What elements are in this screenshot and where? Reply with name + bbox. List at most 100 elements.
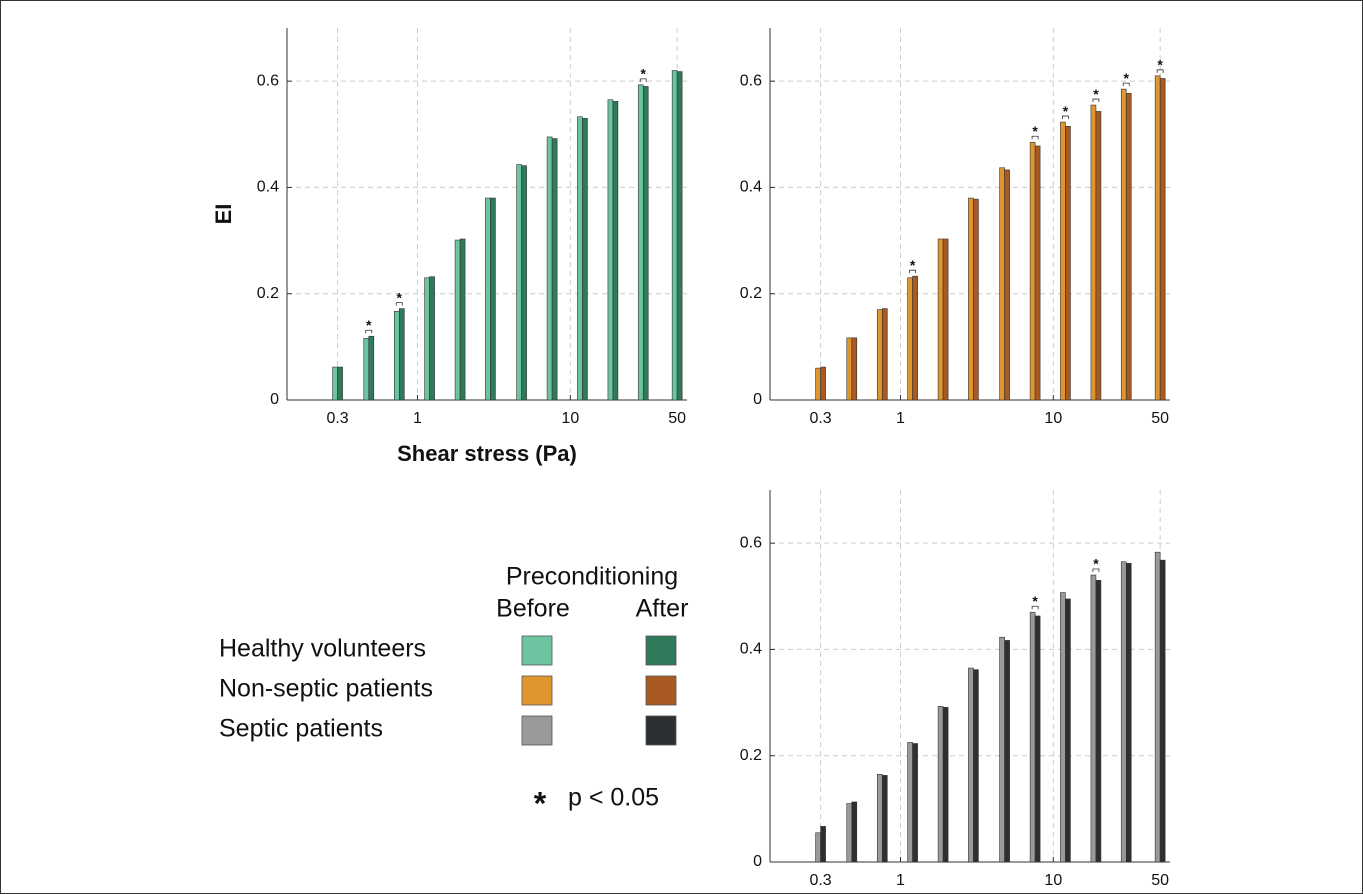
significance-bracket: [1031, 605, 1039, 610]
bar: [1004, 169, 1010, 401]
legend-swatch: [521, 675, 553, 706]
bar: [846, 803, 853, 863]
significance-marker: *: [1093, 86, 1099, 102]
bar: [1125, 93, 1132, 401]
bar: [363, 338, 370, 401]
bar: [968, 667, 974, 863]
bar: [398, 308, 405, 401]
significance-bracket: [1122, 82, 1130, 87]
bar: [968, 197, 974, 401]
bar: [1004, 640, 1010, 863]
bar: [942, 707, 949, 863]
significance-marker: *: [1063, 103, 1069, 119]
bar: [577, 116, 583, 401]
bar: [454, 239, 461, 401]
significance-marker: *: [1157, 57, 1163, 73]
bar: [459, 238, 466, 401]
bar: [942, 238, 949, 401]
bar: [607, 99, 614, 401]
bar: [881, 308, 888, 401]
y-tick-label: 0: [753, 853, 762, 870]
y-tick-label: 0.2: [740, 747, 762, 764]
bar: [1090, 574, 1097, 863]
bar: [485, 197, 491, 401]
bar: [1125, 563, 1132, 863]
bar: [820, 366, 826, 401]
bar: [516, 164, 522, 401]
bar: [973, 669, 979, 863]
y-tick-label: 0.2: [740, 285, 762, 302]
bar: [1065, 598, 1071, 863]
bar: [846, 337, 853, 401]
bar: [642, 86, 649, 401]
x-tick-label: 50: [1151, 872, 1169, 889]
bar: [671, 70, 678, 401]
bar: [582, 118, 588, 401]
bar: [999, 167, 1005, 401]
bar: [1090, 104, 1097, 401]
y-tick-label: 0: [270, 391, 279, 408]
bar: [1095, 580, 1102, 863]
y-tick-label: 0.4: [257, 179, 279, 196]
bar: [881, 775, 888, 863]
bar: [1060, 121, 1066, 401]
significance-marker: *: [397, 289, 403, 305]
x-tick-label: 50: [1151, 410, 1169, 427]
x-tick-label: 10: [561, 410, 579, 427]
y-tick-label: 0.4: [740, 179, 762, 196]
bar: [612, 101, 619, 401]
significance-marker: *: [366, 317, 372, 333]
bar: [1029, 141, 1036, 401]
bar: [937, 238, 944, 401]
x-tick-label: 50: [668, 410, 686, 427]
y-tick-label: 0.6: [740, 534, 762, 551]
significance-bracket: [1031, 135, 1039, 140]
bar: [332, 366, 338, 401]
significance-marker: *: [1032, 593, 1038, 609]
bar: [676, 71, 683, 401]
legend-column: Before: [496, 595, 570, 623]
bar: [1034, 615, 1041, 863]
legend-title: Preconditioning: [506, 563, 678, 591]
bar: [1095, 111, 1102, 401]
bar: [1120, 88, 1127, 401]
legend-swatch: [521, 635, 553, 666]
legend-swatch: [645, 715, 677, 746]
bar: [551, 138, 558, 401]
bar: [815, 367, 821, 401]
significance-marker: *: [1124, 70, 1130, 86]
significance-marker: *: [1093, 556, 1099, 572]
x-tick-label: 0.3: [326, 410, 348, 427]
x-tick-label: 0.3: [809, 872, 831, 889]
bar: [1060, 592, 1066, 863]
legend-swatch: [645, 675, 677, 706]
bar: [424, 277, 430, 401]
bar: [490, 197, 496, 401]
x-tick-label: 0.3: [809, 410, 831, 427]
bar: [876, 309, 883, 401]
x-tick-label: 10: [1044, 410, 1062, 427]
y-axis-label: EI: [211, 204, 236, 225]
significance-bracket: [639, 78, 647, 82]
y-tick-label: 0.2: [257, 285, 279, 302]
legend-marker: *: [534, 785, 547, 821]
legend-column: After: [636, 595, 689, 623]
bar: [521, 165, 527, 401]
x-tick-label: 1: [896, 410, 905, 427]
significance-bracket: [395, 302, 403, 306]
y-tick-label: 0.6: [740, 72, 762, 89]
legend-label: Non-septic patients: [219, 675, 433, 703]
significance-bracket: [365, 329, 373, 334]
x-tick-label: 1: [896, 872, 905, 889]
y-tick-label: 0: [753, 391, 762, 408]
bar: [876, 774, 883, 863]
bar: [1034, 145, 1041, 401]
bar: [851, 337, 858, 401]
significance-marker: *: [641, 66, 647, 82]
significance-bracket: [909, 269, 916, 274]
significance-bracket: [1062, 115, 1069, 120]
legend-swatch: [521, 715, 553, 746]
bar: [907, 277, 913, 401]
legend-label: Septic patients: [219, 715, 383, 743]
